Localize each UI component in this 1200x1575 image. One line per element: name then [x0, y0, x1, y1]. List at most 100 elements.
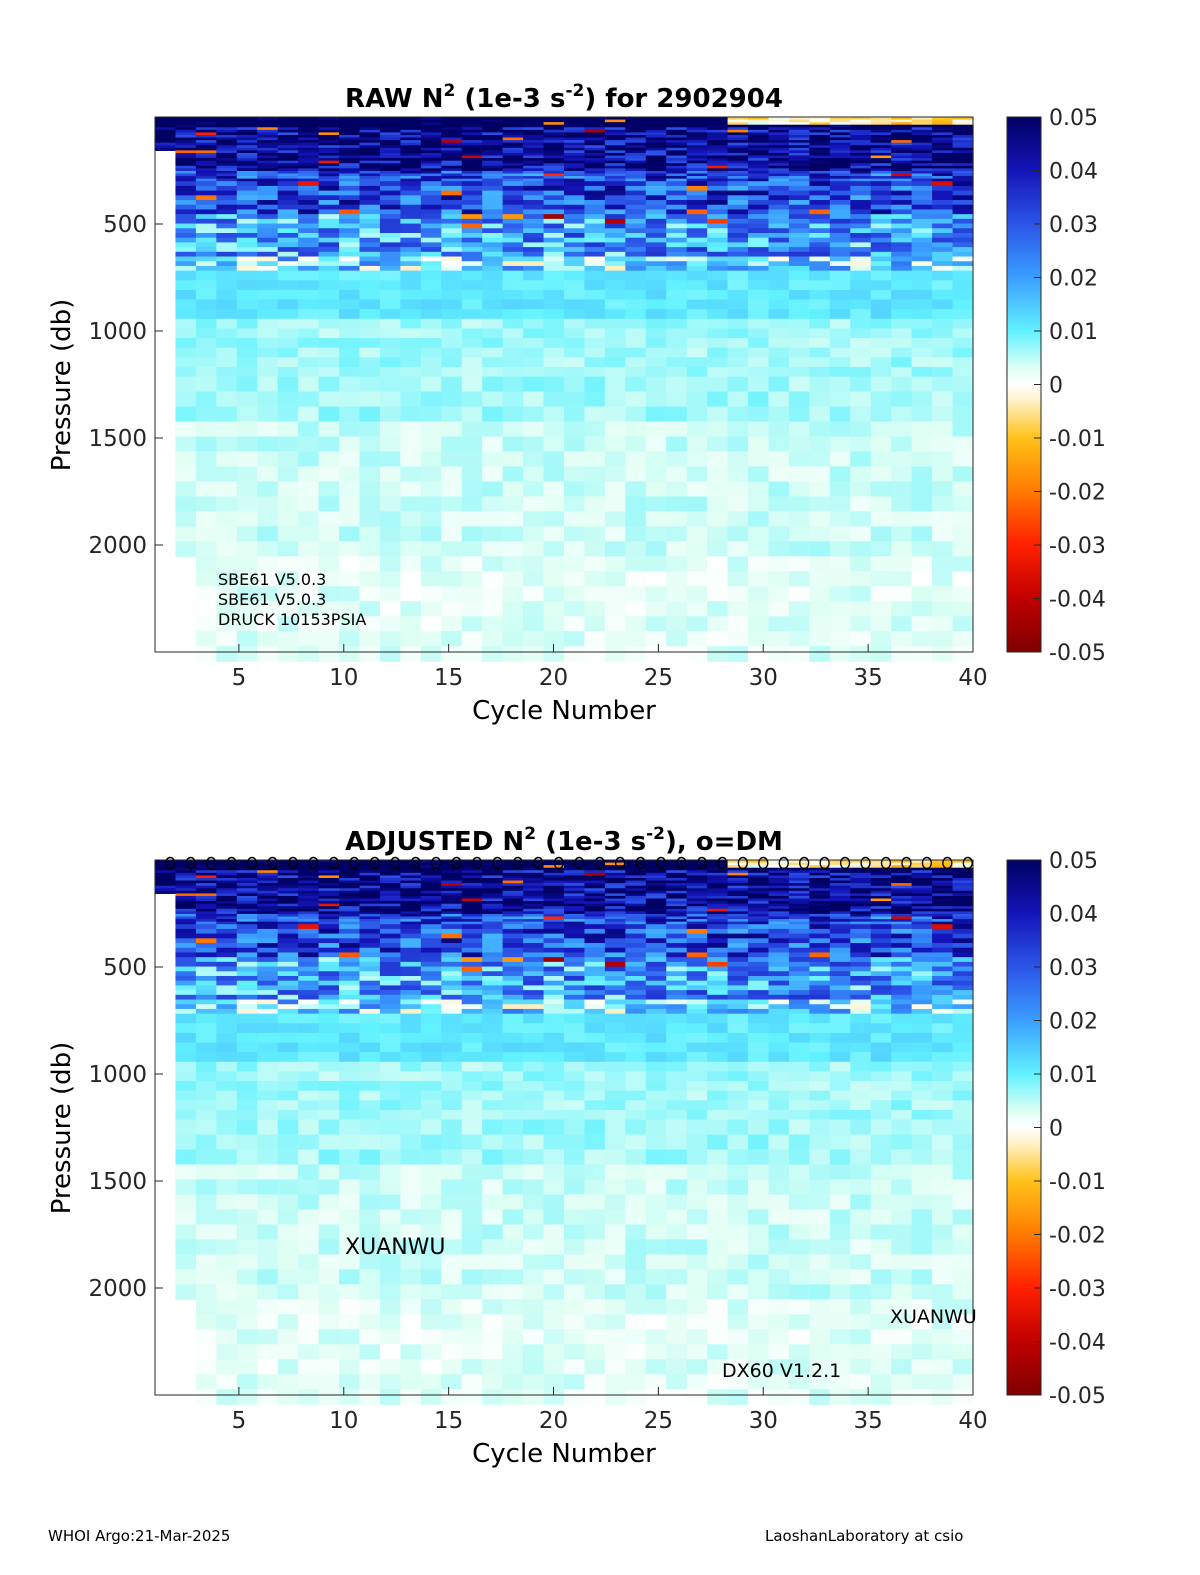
- heatmap-cell: [727, 155, 749, 159]
- heatmap-cell: [543, 185, 565, 192]
- heatmap-cell: [339, 975, 361, 982]
- heatmap-cell: [666, 880, 688, 884]
- heatmap-cell: [482, 616, 504, 632]
- heatmap-cell: [318, 1052, 340, 1063]
- heatmap-cell: [604, 223, 626, 229]
- heatmap-cell: [645, 880, 667, 884]
- heatmap-cell: [748, 299, 770, 310]
- heatmap-cell: [339, 999, 361, 1005]
- heatmap-cell: [666, 289, 688, 301]
- heatmap-cell: [277, 943, 299, 949]
- heatmap-cell: [482, 127, 504, 131]
- heatmap-cell: [645, 280, 667, 291]
- heatmap-cell: [707, 318, 729, 330]
- heatmap-cell: [502, 200, 524, 206]
- heatmap-cell: [298, 895, 320, 900]
- heatmap-cell: [932, 309, 954, 320]
- heatmap-cell: [400, 117, 422, 121]
- heatmap-cell: [707, 165, 729, 169]
- heatmap-cell: [482, 933, 504, 939]
- heatmap-cell: [625, 160, 647, 164]
- heatmap-cell: [175, 1119, 197, 1136]
- heatmap-cell: [400, 980, 422, 987]
- heatmap-cell: [155, 117, 177, 121]
- heatmap-cell: [420, 147, 442, 151]
- heatmap-cell: [400, 1284, 422, 1300]
- heatmap-cell: [911, 616, 933, 632]
- heatmap-cell: [379, 152, 401, 157]
- heatmap-cell: [686, 1269, 708, 1285]
- heatmap-cell: [155, 129, 177, 134]
- heatmap-cell: [482, 1061, 504, 1073]
- heatmap-cell: [216, 952, 238, 958]
- heatmap-cell: [195, 170, 217, 175]
- heatmap-cell: [359, 209, 381, 215]
- heatmap-cell: [441, 209, 463, 215]
- heatmap-cell: [277, 903, 299, 907]
- heatmap-cell: [441, 865, 463, 869]
- heatmap-cell: [482, 943, 504, 949]
- heatmap-cell: [359, 913, 381, 918]
- heatmap-cell: [727, 901, 749, 905]
- heatmap-cell: [216, 601, 238, 617]
- heatmap-cell: [339, 872, 361, 877]
- heatmap-cell: [482, 966, 504, 972]
- heatmap-cell: [195, 877, 217, 882]
- heatmap-cell: [195, 122, 217, 126]
- heatmap-cell: [195, 971, 217, 977]
- heatmap-cell: [257, 163, 279, 167]
- heatmap-cell: [604, 1008, 626, 1015]
- heatmap-cell: [788, 119, 810, 123]
- heatmap-cell: [625, 168, 647, 172]
- heatmap-cell: [195, 916, 217, 920]
- colorbar-tick-label: 0.03: [1049, 213, 1098, 238]
- heatmap-cell: [400, 280, 422, 291]
- heatmap-cell: [175, 883, 197, 887]
- heatmap-cell: [195, 357, 217, 368]
- heatmap-cell: [666, 185, 688, 192]
- heatmap-cell: [829, 541, 851, 557]
- heatmap-cell: [645, 511, 667, 527]
- heatmap-cell: [564, 888, 586, 892]
- heatmap-cell: [339, 952, 361, 958]
- heatmap-cell: [707, 117, 729, 121]
- heatmap-cell: [277, 877, 299, 882]
- heatmap-cell: [175, 1013, 197, 1024]
- heatmap-cell: [461, 163, 483, 167]
- heatmap-cell: [686, 901, 708, 905]
- heatmap-cell: [952, 147, 974, 151]
- heatmap-cell: [891, 237, 913, 244]
- heatmap-cell: [523, 980, 545, 987]
- heatmap-cell: [809, 228, 831, 234]
- heatmap-cell: [339, 586, 361, 602]
- heatmap-cell: [645, 127, 667, 131]
- heatmap-cell: [298, 406, 320, 423]
- heatmap-cell: [216, 928, 238, 935]
- heatmap-cell: [829, 142, 851, 146]
- heatmap-cell: [768, 150, 790, 154]
- heatmap-cell: [809, 119, 831, 123]
- heatmap-cell: [359, 966, 381, 972]
- heatmap-cell: [339, 1013, 361, 1024]
- heatmap-cell: [441, 1164, 463, 1181]
- heatmap-cell: [175, 347, 197, 358]
- heatmap-cell: [298, 526, 320, 542]
- heatmap-cell: [277, 556, 299, 572]
- heatmap-cell: [175, 265, 197, 272]
- heatmap-cell: [359, 952, 381, 958]
- heatmap-cell: [482, 908, 504, 912]
- heatmap-cell: [216, 999, 238, 1005]
- heatmap-cell: [461, 906, 483, 910]
- heatmap-cell: [625, 163, 647, 167]
- heatmap-cell: [236, 646, 258, 662]
- heatmap-cell: [891, 309, 913, 320]
- heatmap-cell: [645, 496, 667, 512]
- heatmap-cell: [318, 913, 340, 918]
- heatmap-cell: [236, 232, 258, 239]
- heatmap-cell: [707, 631, 729, 647]
- heatmap-cell: [952, 232, 974, 239]
- heatmap-cell: [584, 366, 606, 378]
- heatmap-cell: [564, 966, 586, 972]
- heatmap-cell: [339, 890, 361, 894]
- heatmap-cell: [175, 1164, 197, 1181]
